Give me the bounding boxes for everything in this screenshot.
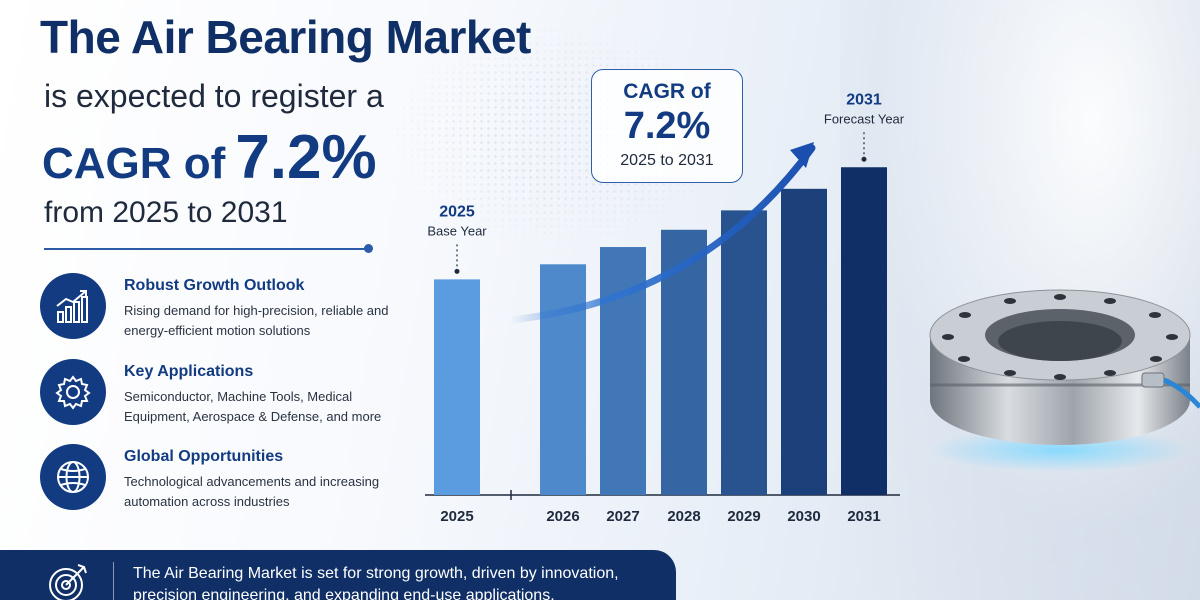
feature-title: Robust Growth Outlook bbox=[124, 277, 305, 294]
callout-label: CAGR of bbox=[623, 80, 711, 103]
cagr-callout: CAGR of 7.2% 2025 to 2031 bbox=[591, 69, 743, 183]
tick-label-2031: 2031 bbox=[847, 508, 880, 525]
footer-separator bbox=[113, 562, 114, 600]
tick-label-2025: 2025 bbox=[440, 508, 473, 525]
tick-label-2029: 2029 bbox=[727, 508, 760, 525]
annotation-year-2025: 2025 bbox=[439, 203, 475, 220]
period-range: from 2025 to 2031 bbox=[44, 196, 288, 229]
tick-label-2028: 2028 bbox=[667, 508, 700, 525]
globe-icon bbox=[40, 444, 106, 510]
feature-key-applications: Key Applications Semiconductor, Machine … bbox=[40, 359, 400, 429]
air-bearing-image bbox=[929, 289, 1200, 472]
page-subtitle: is expected to register a bbox=[44, 78, 384, 114]
cagr-label: CAGR of bbox=[42, 139, 226, 188]
feature-title: Global Opportunities bbox=[124, 448, 284, 465]
callout-range: 2025 to 2031 bbox=[620, 152, 714, 169]
gear-icon bbox=[40, 359, 106, 425]
feature-title: Key Applications bbox=[124, 363, 254, 380]
trend-arrow bbox=[506, 144, 816, 324]
feature-description: Semiconductor, Machine Tools, Medical Eq… bbox=[124, 389, 382, 424]
trend-arrowhead bbox=[790, 142, 814, 168]
bar-2031 bbox=[841, 167, 887, 495]
growth-chart-icon bbox=[40, 273, 106, 339]
tick-label-2026: 2026 bbox=[546, 508, 579, 525]
tick-label-2030: 2030 bbox=[787, 508, 820, 525]
divider-dot bbox=[364, 244, 373, 253]
bar-2026 bbox=[540, 264, 586, 495]
annotation-dot-2031 bbox=[861, 156, 867, 162]
feature-description: Technological advancements and increasin… bbox=[124, 474, 380, 509]
annotation-dot-2025 bbox=[454, 268, 460, 274]
footer-text: The Air Bearing Market is set for strong… bbox=[133, 565, 619, 600]
bar-2029 bbox=[721, 210, 767, 495]
page-title: The Air Bearing Market bbox=[40, 11, 531, 63]
divider-line bbox=[44, 248, 368, 250]
tick-label-2027: 2027 bbox=[606, 508, 639, 525]
callout-value: 7.2% bbox=[623, 105, 711, 147]
annotation-label-2031: Forecast Year bbox=[824, 111, 905, 126]
feature-description: Rising demand for high-precision, reliab… bbox=[124, 303, 389, 338]
feature-growth-outlook: Robust Growth Outlook Rising demand for … bbox=[40, 273, 400, 343]
annotation-label-2025: Base Year bbox=[427, 223, 487, 238]
bar-2028 bbox=[661, 229, 707, 495]
bar-2030 bbox=[781, 188, 827, 495]
target-icon bbox=[49, 564, 87, 600]
cagr-value: 7.2% bbox=[235, 123, 377, 192]
bar-2025 bbox=[434, 279, 480, 495]
annotation-year-2031: 2031 bbox=[846, 91, 882, 108]
footer-banner: The Air Bearing Market is set for strong… bbox=[0, 550, 676, 600]
feature-global-opportunities: Global Opportunities Technological advan… bbox=[40, 444, 400, 514]
cagr-headline: CAGR of 7.2% bbox=[42, 122, 377, 193]
